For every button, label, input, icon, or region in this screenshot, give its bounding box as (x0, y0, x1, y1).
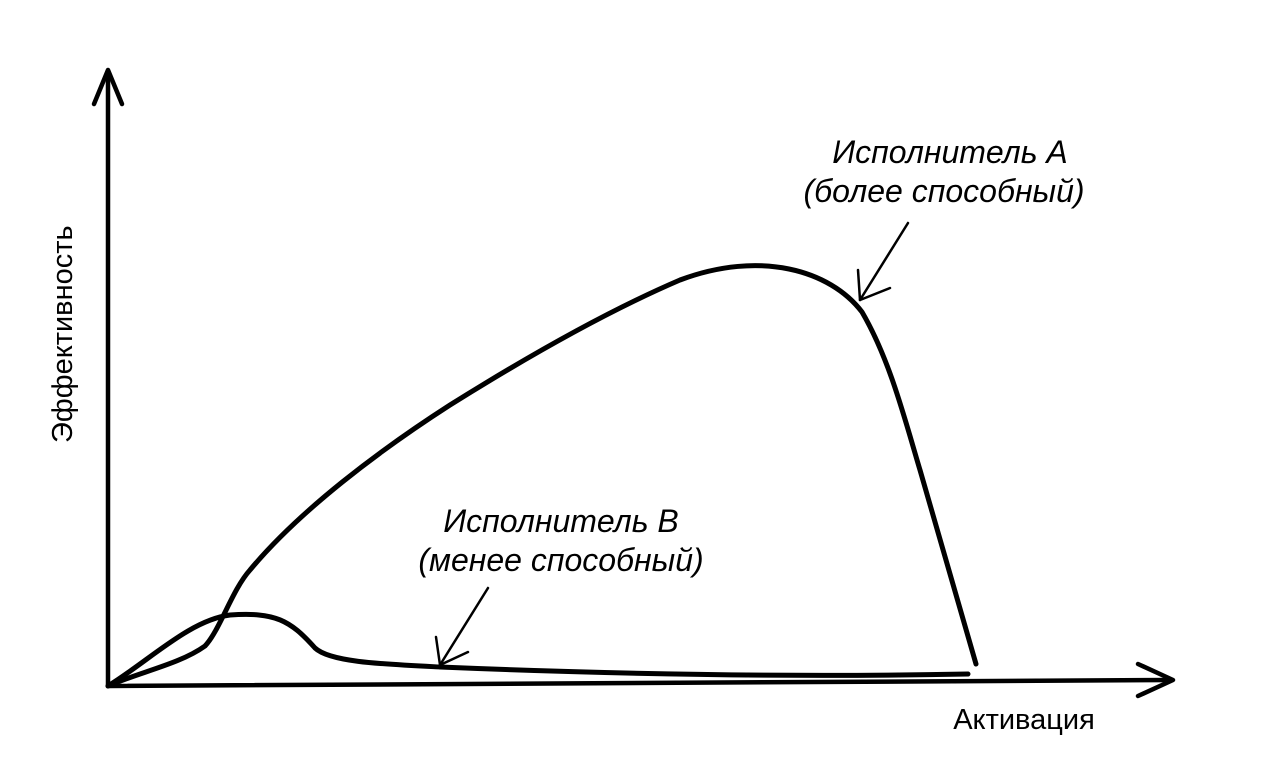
x-axis-arrowhead (1135, 661, 1176, 699)
pointer-a-arrowhead (856, 268, 892, 302)
pointer-b-arrowhead (434, 635, 470, 667)
pointer-performer-a (856, 221, 910, 302)
y-axis (91, 67, 125, 689)
x-axis-label: Активация (953, 704, 1095, 736)
y-axis-label: Эффективность (47, 225, 79, 443)
x-axis (105, 661, 1176, 699)
x-axis-line (105, 677, 1175, 689)
label-performer-b-name: Исполнитель B (443, 503, 679, 539)
label-performer-b-note: (менее способный) (418, 542, 703, 578)
curve-performer-a (105, 263, 979, 689)
pointer-performer-b (434, 586, 490, 667)
y-axis-arrowhead (91, 67, 125, 107)
pointer-a-shaft (858, 221, 910, 302)
curve-performer-b (105, 611, 971, 689)
label-performer-a-note: (более способный) (803, 173, 1084, 209)
pointer-b-shaft (438, 586, 490, 667)
label-performer-a-name: Исполнитель A (832, 134, 1068, 170)
